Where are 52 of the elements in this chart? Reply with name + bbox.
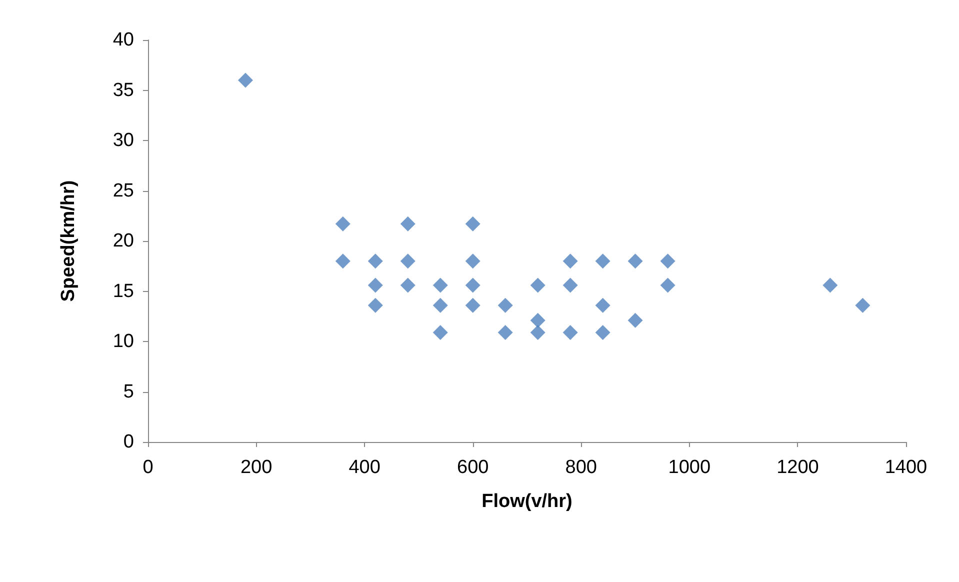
y-tick-label: 10 [112, 331, 134, 352]
point [530, 278, 546, 293]
point [465, 254, 480, 269]
point [400, 254, 416, 269]
point [368, 254, 383, 269]
point [498, 324, 513, 340]
x-tick-label: 200 [240, 457, 272, 478]
y-tick-label: 0 [123, 432, 134, 452]
x-tick-label: 1200 [776, 457, 819, 478]
point [432, 278, 448, 293]
point [822, 278, 838, 293]
point [660, 278, 676, 293]
y-tick-label: 30 [112, 130, 134, 151]
point [368, 278, 383, 293]
point [238, 72, 253, 88]
y-tick-label: 5 [123, 381, 134, 402]
point [400, 216, 416, 232]
point [595, 254, 610, 269]
point [465, 278, 480, 293]
x-tick-label: 800 [565, 457, 597, 478]
point [530, 312, 546, 328]
point [335, 254, 350, 269]
x-axis-title: Flow(v/hr) [482, 491, 572, 512]
point [432, 298, 448, 313]
point [595, 298, 610, 313]
point [562, 254, 578, 269]
point [628, 312, 643, 328]
point [335, 216, 350, 232]
point [465, 216, 480, 232]
point [368, 298, 383, 313]
y-tick-label: 40 [112, 30, 134, 50]
x-tick-label: 0 [142, 457, 154, 478]
x-tick-label: 400 [348, 457, 380, 478]
point [562, 278, 578, 293]
x-tick-label: 1400 [884, 457, 928, 478]
y-tick-label: 35 [112, 80, 134, 101]
point [660, 254, 676, 269]
y-tick-label: 15 [112, 280, 134, 302]
point [855, 298, 870, 313]
x-tick-label: 600 [457, 457, 489, 478]
point [628, 254, 643, 269]
y-tick-label: 25 [112, 180, 134, 202]
point [595, 324, 610, 340]
point [562, 324, 578, 340]
point [465, 298, 480, 313]
point [400, 278, 416, 293]
point [530, 324, 546, 340]
y-tick-label: 20 [112, 230, 134, 252]
point [498, 298, 513, 313]
y-axis-title: Speed(km/hr) [58, 180, 79, 302]
x-tick-label: 1000 [668, 457, 711, 478]
point [432, 324, 448, 340]
